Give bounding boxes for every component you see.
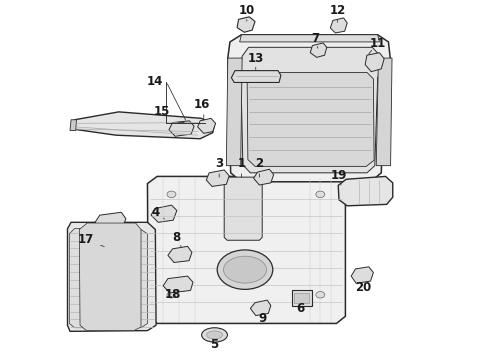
Polygon shape: [310, 43, 327, 57]
Text: 2: 2: [255, 157, 264, 170]
Polygon shape: [206, 170, 229, 186]
Text: 19: 19: [331, 169, 347, 182]
Polygon shape: [151, 205, 177, 222]
Polygon shape: [224, 177, 262, 240]
Polygon shape: [241, 47, 382, 173]
Text: 17: 17: [77, 233, 94, 246]
Polygon shape: [197, 118, 216, 134]
Text: 8: 8: [173, 231, 181, 244]
Text: 1: 1: [237, 157, 245, 170]
Text: 18: 18: [164, 288, 181, 301]
Ellipse shape: [201, 328, 227, 342]
Polygon shape: [168, 246, 192, 262]
Polygon shape: [169, 121, 194, 136]
Polygon shape: [338, 176, 393, 206]
Polygon shape: [73, 112, 215, 139]
Polygon shape: [376, 58, 392, 166]
Text: 5: 5: [210, 338, 219, 351]
Polygon shape: [351, 267, 373, 283]
Text: 13: 13: [247, 52, 264, 65]
Text: 12: 12: [329, 4, 345, 17]
Ellipse shape: [316, 292, 325, 298]
Polygon shape: [228, 35, 390, 182]
Polygon shape: [70, 120, 76, 131]
Polygon shape: [95, 212, 126, 229]
Polygon shape: [240, 35, 379, 42]
Text: 6: 6: [296, 302, 305, 315]
Ellipse shape: [206, 331, 222, 339]
Polygon shape: [237, 17, 255, 32]
Ellipse shape: [217, 250, 273, 289]
Text: 3: 3: [215, 157, 223, 170]
Polygon shape: [365, 53, 384, 72]
Text: 7: 7: [311, 32, 319, 45]
Text: 16: 16: [194, 98, 210, 111]
Text: 10: 10: [239, 4, 255, 17]
Polygon shape: [254, 169, 274, 185]
Polygon shape: [226, 58, 242, 166]
Text: 14: 14: [147, 75, 163, 88]
Polygon shape: [163, 276, 193, 293]
Text: 9: 9: [258, 311, 267, 325]
Text: 11: 11: [369, 36, 386, 50]
Bar: [292, 291, 313, 306]
Ellipse shape: [167, 292, 176, 298]
Polygon shape: [147, 176, 345, 323]
Polygon shape: [68, 222, 156, 331]
Ellipse shape: [223, 256, 267, 283]
Ellipse shape: [167, 191, 176, 198]
Polygon shape: [69, 228, 147, 328]
Polygon shape: [231, 71, 281, 82]
Polygon shape: [247, 72, 374, 166]
Text: 20: 20: [355, 281, 371, 294]
Polygon shape: [330, 18, 347, 33]
Text: 15: 15: [153, 105, 170, 118]
Polygon shape: [79, 223, 141, 330]
Bar: [294, 293, 309, 303]
Ellipse shape: [316, 191, 325, 198]
Text: 4: 4: [151, 206, 159, 219]
Polygon shape: [250, 300, 271, 316]
